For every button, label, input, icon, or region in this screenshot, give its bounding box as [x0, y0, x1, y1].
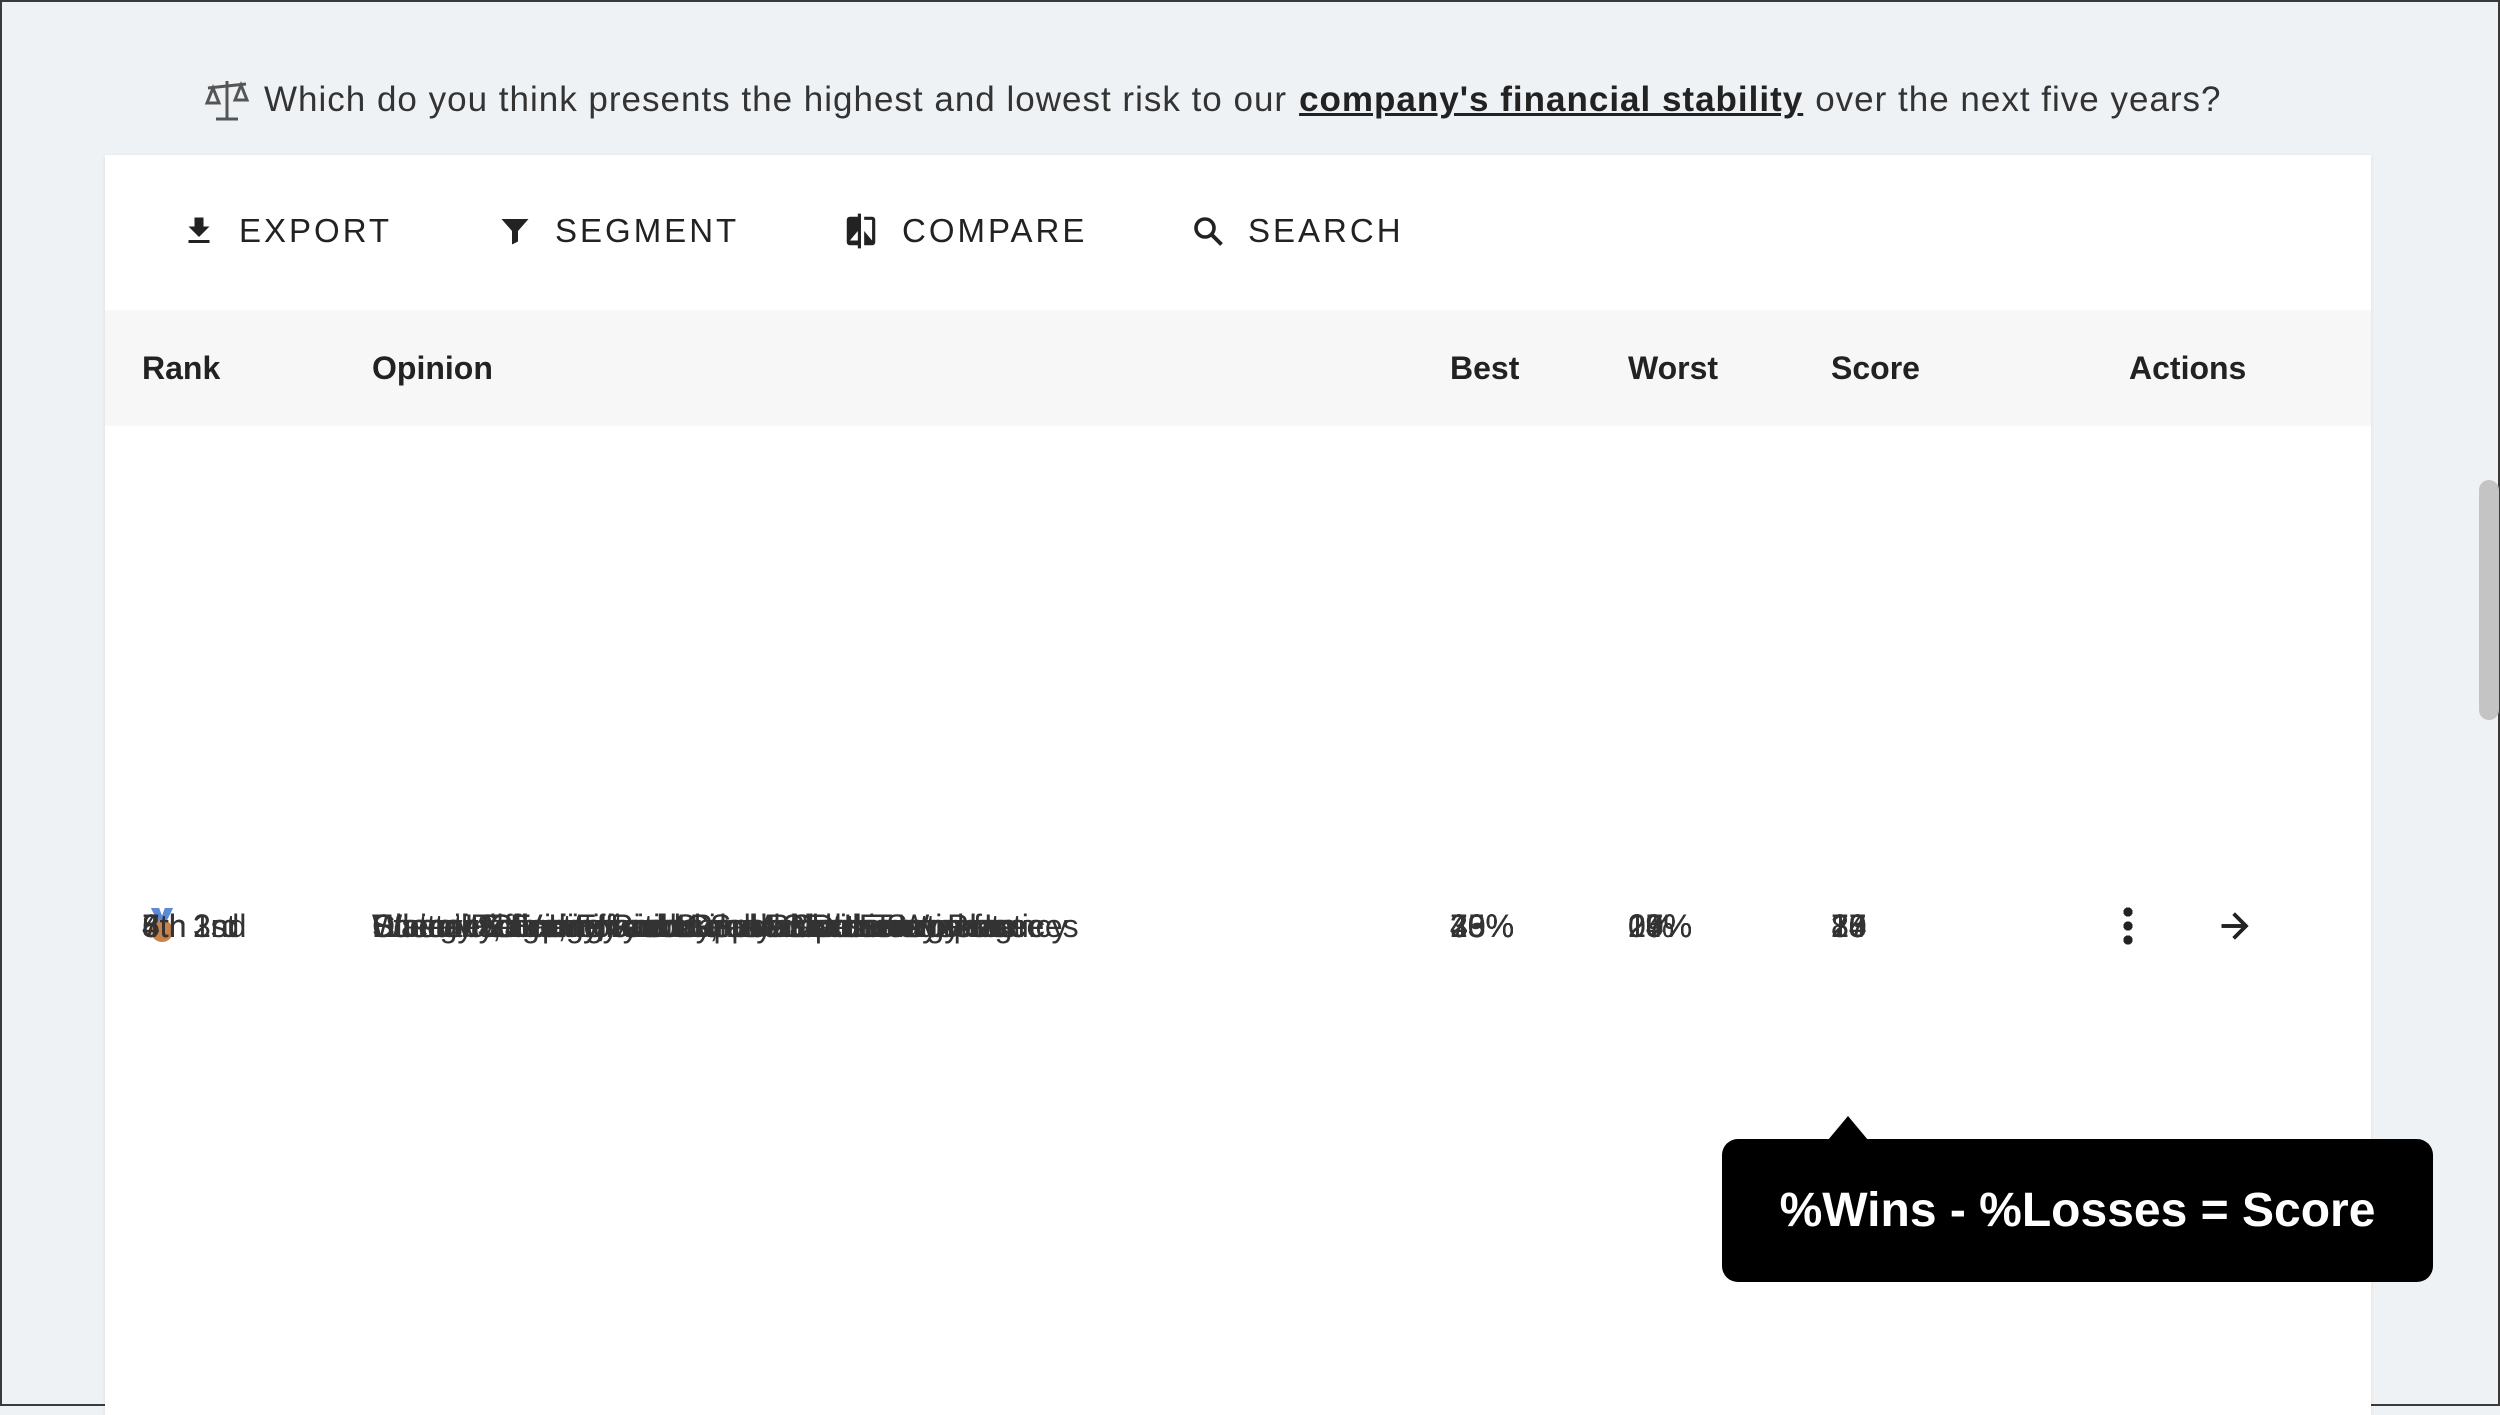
search-button[interactable]: SEARCH	[1190, 203, 1404, 259]
question: Which do you think presents the highest …	[202, 72, 2222, 128]
table-row: 7th Water Usage, Efficiency, and Conserva…	[105, 907, 2371, 1256]
medal-icon	[147, 426, 177, 1415]
metric: 0%	[1628, 907, 1675, 944]
opinion: Energy Efficiency and Renewable Energy U…	[372, 907, 1026, 944]
metric: 14%	[1628, 907, 1693, 944]
column-header: Worst	[1628, 350, 1719, 386]
rank: 7th	[142, 907, 187, 944]
rank: 3rd	[193, 907, 240, 944]
balance-icon	[204, 80, 250, 121]
table-row: 3rd Sustainable Innovation and R&D Invest…	[105, 663, 2371, 945]
metric: 17	[1831, 907, 1867, 944]
metric: 20%	[1628, 907, 1693, 944]
metric: 17%	[1628, 907, 1693, 944]
more-button[interactable]	[2113, 426, 2143, 1415]
opinion: Climate Change Risks and Adaptation	[372, 907, 911, 944]
rank: 4th	[142, 907, 187, 944]
metric: 20	[1831, 907, 1867, 944]
metric: 33%	[1450, 907, 1515, 944]
column-header: Rank	[142, 350, 221, 386]
arrow-icon	[2221, 912, 2249, 940]
metric: 0%	[1628, 907, 1675, 944]
opinion: Sustainable Innovation and R&D Investmen…	[372, 907, 1016, 944]
export-icon	[188, 217, 210, 243]
segment-button[interactable]: SEGMENT	[497, 203, 739, 259]
results-card: EXPORT SEGMENT COMPARE SEARCH Rank Opinio…	[105, 155, 2371, 1415]
button-label: EXPORT	[239, 212, 393, 249]
opinion: Diversity, Equity, and Inclusion in the …	[372, 907, 1045, 944]
scrollbar-thumb[interactable]	[2479, 480, 2499, 720]
tooltip: %Wins - %Losses = Score	[1722, 1139, 2433, 1282]
table-body: 1st Economic Volatility and Sustainable S…	[105, 426, 2371, 1415]
kebab-icon	[2123, 907, 2133, 945]
table-header: Rank Opinion Best Worst Score Actions	[105, 310, 2371, 426]
button-label: SEARCH	[1248, 212, 1404, 249]
metric: 33%	[1450, 907, 1515, 944]
metric: 40%	[1450, 907, 1515, 944]
table-row: 4th Diversity, Equity, and Inclusion in t…	[105, 782, 2371, 945]
export-button[interactable]: EXPORT	[181, 203, 392, 259]
compare-button[interactable]: COMPARE	[842, 203, 1087, 259]
metric: 43%	[1450, 907, 1515, 944]
table-row: 2nd Ethical Sourcing and Supply Chain Tra…	[105, 545, 2371, 945]
compare-icon	[846, 213, 876, 249]
medal	[151, 908, 173, 942]
table-row: 1st Economic Volatility and Sustainable S…	[105, 426, 2371, 945]
metric: 8	[1831, 907, 1849, 944]
metric: 20	[1831, 907, 1867, 944]
metric: 75%	[1450, 907, 1515, 944]
question-text: Which do you think presents the highest …	[264, 80, 1288, 119]
segment-icon	[501, 219, 529, 245]
opinion: Waste Reduction and Circular Economy Pra…	[372, 907, 1079, 944]
question-link[interactable]: company's financial stability	[1299, 80, 1804, 119]
column-header: Score	[1831, 350, 1920, 386]
tooltip-pointer	[1828, 1116, 1868, 1140]
metric: 25%	[1628, 907, 1693, 944]
search-icon	[1194, 217, 1223, 246]
button-label: SEGMENT	[555, 212, 740, 249]
rank: 6th	[142, 907, 187, 944]
rank: 5th	[142, 907, 187, 944]
button-label: COMPARE	[902, 212, 1088, 249]
column-header: Best	[1450, 350, 1520, 386]
column-header: Actions	[2129, 350, 2247, 386]
metric: 75	[1831, 907, 1867, 944]
opinion: Water Usage, Efficiency, and Conservatio…	[372, 907, 978, 944]
metric: 33	[1831, 907, 1867, 944]
table-row: 8th Climate Change Risks and Adaptation 33…	[105, 907, 2371, 1375]
rank: 1st	[193, 907, 236, 944]
metric: 40%	[1450, 907, 1515, 944]
table-row: 5th Energy Efficiency and Renewable Energ…	[105, 900, 2371, 1019]
opinion: Ethical Sourcing and Supply Chain Transp…	[372, 907, 1068, 944]
metric: 14	[1831, 907, 1867, 944]
metric: 33%	[1450, 907, 1515, 944]
rank: 2nd	[193, 907, 247, 944]
question-text: over the next five years?	[1815, 80, 2222, 119]
metric: 29%	[1628, 907, 1693, 944]
open-button[interactable]	[2215, 426, 2255, 1415]
opinion: Economic Volatility and Sustainable Sour…	[372, 907, 1013, 944]
rank: 8th	[142, 907, 187, 944]
column-header: Opinion	[372, 350, 493, 386]
metric: 29%	[1450, 907, 1515, 944]
metric: 20%	[1628, 907, 1693, 944]
